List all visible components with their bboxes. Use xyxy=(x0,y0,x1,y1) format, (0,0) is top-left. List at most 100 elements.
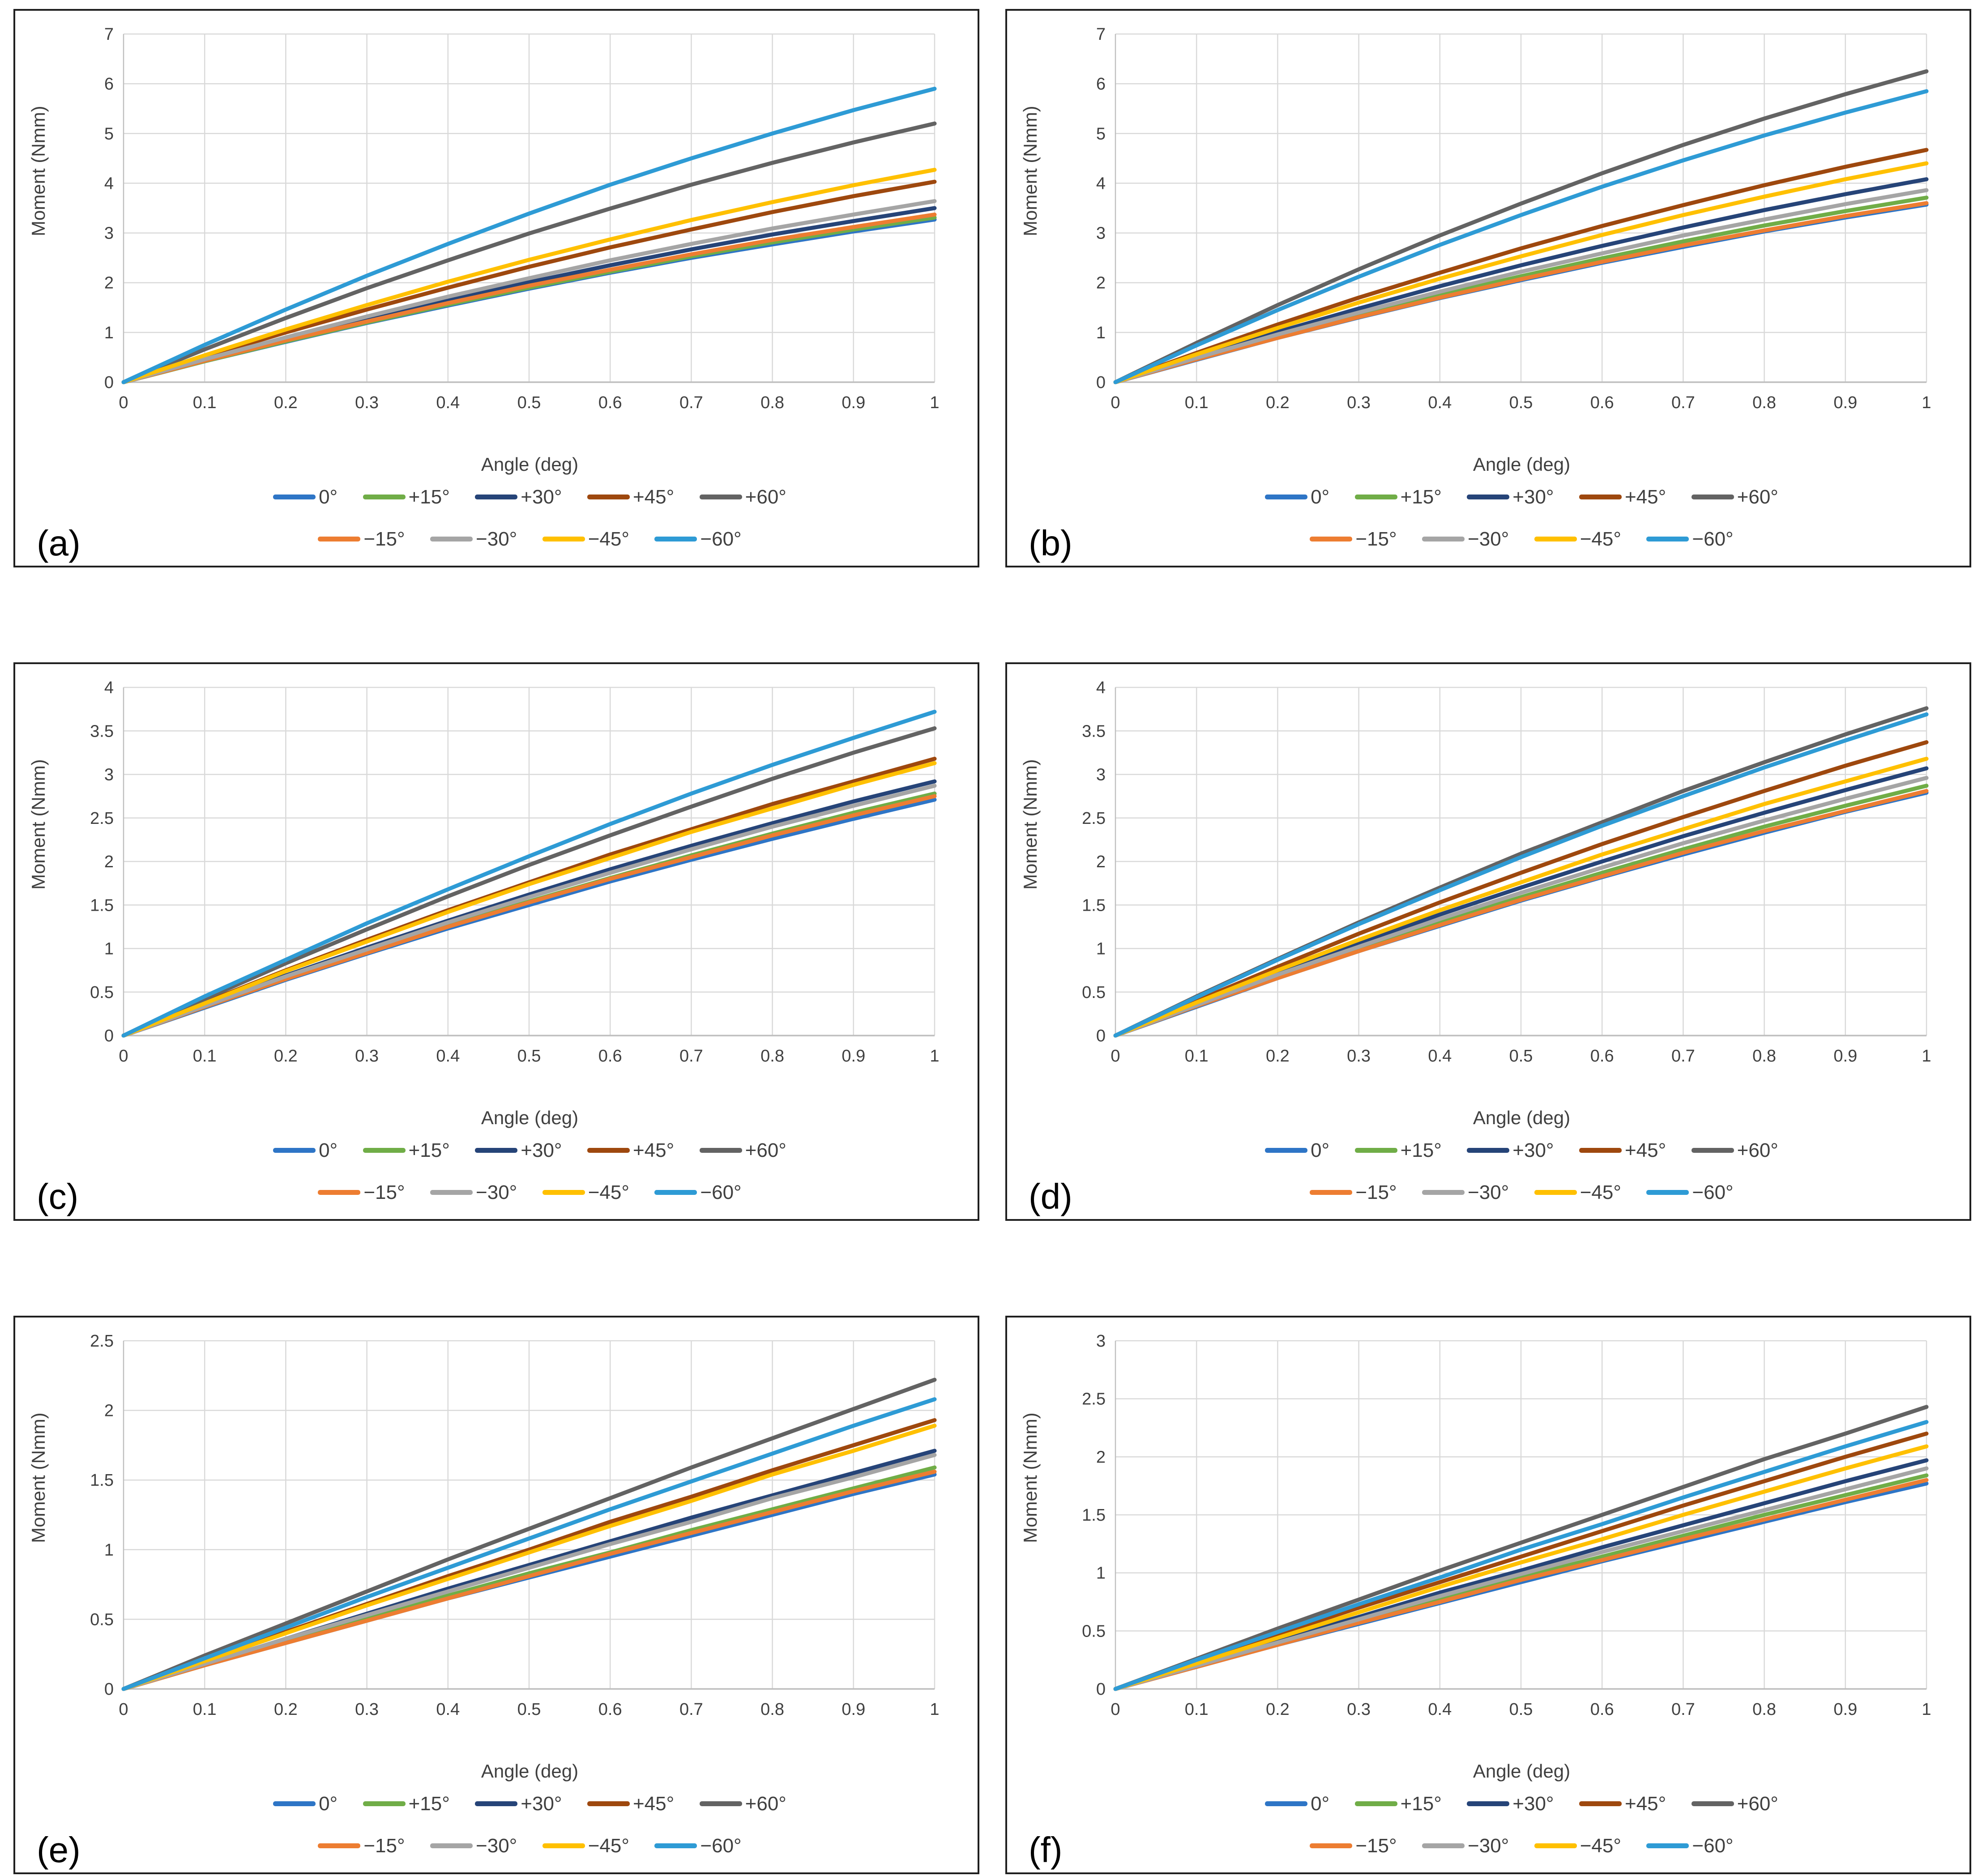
svg-text:1: 1 xyxy=(930,1700,939,1719)
svg-text:0.4: 0.4 xyxy=(436,1700,460,1719)
legend-row-1: 0° +15° +30° +45° +60° xyxy=(124,1139,936,1162)
svg-text:0.6: 0.6 xyxy=(598,1700,622,1719)
legend-label: −60° xyxy=(1692,1181,1734,1203)
svg-text:0.2: 0.2 xyxy=(274,1047,298,1066)
chart-panel-f: Moment (Nmm) 0 0.1 0.2 0.3 0.4 0.5 0.6 0.7 0.8 0.… xyxy=(1005,1316,1971,1874)
svg-text:0: 0 xyxy=(104,1680,114,1699)
panel-label: (b) xyxy=(1029,523,1072,563)
svg-text:0.5: 0.5 xyxy=(517,393,541,412)
legend-label: 0° xyxy=(319,1139,338,1161)
legend-swatch xyxy=(1354,494,1397,499)
legend-label: 0° xyxy=(319,486,338,508)
legend-label: +15° xyxy=(1400,486,1442,508)
svg-text:1: 1 xyxy=(1922,393,1931,412)
legend-swatch xyxy=(654,1843,697,1848)
svg-text:1.5: 1.5 xyxy=(1082,896,1106,915)
svg-text:4: 4 xyxy=(104,174,114,193)
svg-text:7: 7 xyxy=(1096,25,1106,44)
legend-label: −45° xyxy=(588,528,629,550)
svg-text:0.8: 0.8 xyxy=(1752,1047,1776,1066)
svg-text:0.9: 0.9 xyxy=(841,1700,865,1719)
legend-row-2: −15° −30° −45° −60° xyxy=(124,1835,936,1857)
legend-swatch xyxy=(1579,1801,1622,1806)
svg-text:4: 4 xyxy=(1096,174,1106,193)
legend-item: +15° xyxy=(363,1139,450,1162)
legend-item: −60° xyxy=(1646,1181,1734,1204)
plot-area: 0 0.1 0.2 0.3 0.4 0.5 0.6 0.7 0.8 0.9 1 0 1 2 3 4 5 6 7 xyxy=(104,25,940,412)
legend-item: −45° xyxy=(1534,528,1621,550)
panel-label: (f) xyxy=(1029,1830,1063,1870)
legend-label: −45° xyxy=(588,1835,629,1857)
legend-item: −30° xyxy=(430,1181,517,1204)
svg-text:0.9: 0.9 xyxy=(1833,1047,1857,1066)
legend-label: −30° xyxy=(1468,1835,1509,1857)
legend-swatch xyxy=(318,1190,361,1195)
legend-swatch xyxy=(318,1843,361,1848)
legend-swatch xyxy=(363,494,406,499)
legend-swatch xyxy=(1265,494,1308,499)
legend-item: +30° xyxy=(1467,486,1554,508)
legend-label: −15° xyxy=(363,528,405,550)
legend-item: +60° xyxy=(1691,1139,1778,1162)
svg-text:2: 2 xyxy=(104,853,114,871)
legend-item: +30° xyxy=(475,486,562,508)
svg-text:1: 1 xyxy=(1922,1700,1931,1719)
x-axis-title: Angle (deg) xyxy=(1473,1761,1571,1782)
legend-row-1: 0° +15° +30° +45° +60° xyxy=(1115,1793,1928,1815)
svg-text:1.5: 1.5 xyxy=(90,896,114,915)
svg-text:1: 1 xyxy=(104,324,114,342)
legend-label: −15° xyxy=(363,1835,405,1857)
chart-panel-c: Moment (Nmm) 0 0.1 0.2 0.3 0.4 0.5 0.6 0.7 0.8 0.… xyxy=(13,662,979,1221)
legend-item: −15° xyxy=(1310,1181,1397,1204)
x-axis-title: Angle (deg) xyxy=(481,1107,579,1128)
legend-swatch xyxy=(1310,1190,1353,1195)
svg-text:0.3: 0.3 xyxy=(1347,393,1371,412)
legend-swatch xyxy=(1422,1843,1465,1848)
svg-text:2: 2 xyxy=(1096,274,1106,293)
svg-text:0.7: 0.7 xyxy=(1671,1700,1695,1719)
legend-label: +30° xyxy=(1512,486,1554,508)
legend-item: +15° xyxy=(363,1793,450,1815)
legend-item: +45° xyxy=(1579,1793,1666,1815)
legend-row-1: 0° +15° +30° +45° +60° xyxy=(1115,486,1928,508)
svg-text:0.1: 0.1 xyxy=(193,393,217,412)
svg-text:4: 4 xyxy=(104,678,114,697)
legend-swatch xyxy=(699,494,742,499)
legend-swatch xyxy=(1422,1190,1465,1195)
legend-item: −30° xyxy=(1422,1835,1509,1857)
svg-text:3: 3 xyxy=(1096,1332,1106,1351)
svg-text:0.1: 0.1 xyxy=(1185,1047,1209,1066)
svg-text:1: 1 xyxy=(1096,940,1106,959)
legend-item: −60° xyxy=(654,1835,742,1857)
legend-label: −15° xyxy=(1355,1835,1397,1857)
legend-item: +15° xyxy=(1354,1139,1442,1162)
svg-text:1: 1 xyxy=(104,940,114,959)
svg-text:0: 0 xyxy=(104,1027,114,1045)
legend-label: +45° xyxy=(1624,1139,1666,1161)
svg-text:6: 6 xyxy=(1096,75,1106,94)
svg-text:1: 1 xyxy=(1096,324,1106,342)
svg-text:0.2: 0.2 xyxy=(1266,393,1290,412)
legend-label: +60° xyxy=(1737,1139,1778,1161)
svg-text:3: 3 xyxy=(1096,224,1106,243)
svg-text:2.5: 2.5 xyxy=(1082,809,1106,828)
legend-item: +45° xyxy=(587,486,674,508)
svg-text:0.9: 0.9 xyxy=(841,1047,865,1066)
x-axis-title: Angle (deg) xyxy=(1473,1107,1571,1128)
legend-item: +15° xyxy=(1354,1793,1442,1815)
svg-text:2: 2 xyxy=(104,274,114,293)
plot-area: 0 0.1 0.2 0.3 0.4 0.5 0.6 0.7 0.8 0.9 1 0 1 2 3 4 5 6 7 xyxy=(1096,25,1931,412)
x-axis-title: Angle (deg) xyxy=(481,1761,579,1782)
svg-text:0.8: 0.8 xyxy=(1752,1700,1776,1719)
legend-label: +45° xyxy=(632,486,675,508)
panel-label: (d) xyxy=(1029,1177,1072,1216)
svg-text:2: 2 xyxy=(1096,1448,1106,1467)
panel-label: (a) xyxy=(37,523,81,563)
svg-text:2.5: 2.5 xyxy=(90,1332,114,1351)
svg-text:5: 5 xyxy=(1096,124,1106,143)
legend-swatch xyxy=(1265,1801,1308,1806)
legend-row-1: 0° +15° +30° +45° +60° xyxy=(124,486,936,508)
legend-item: +30° xyxy=(1467,1139,1554,1162)
legend-item: −15° xyxy=(1310,528,1397,550)
legend-label: −15° xyxy=(1355,528,1397,550)
